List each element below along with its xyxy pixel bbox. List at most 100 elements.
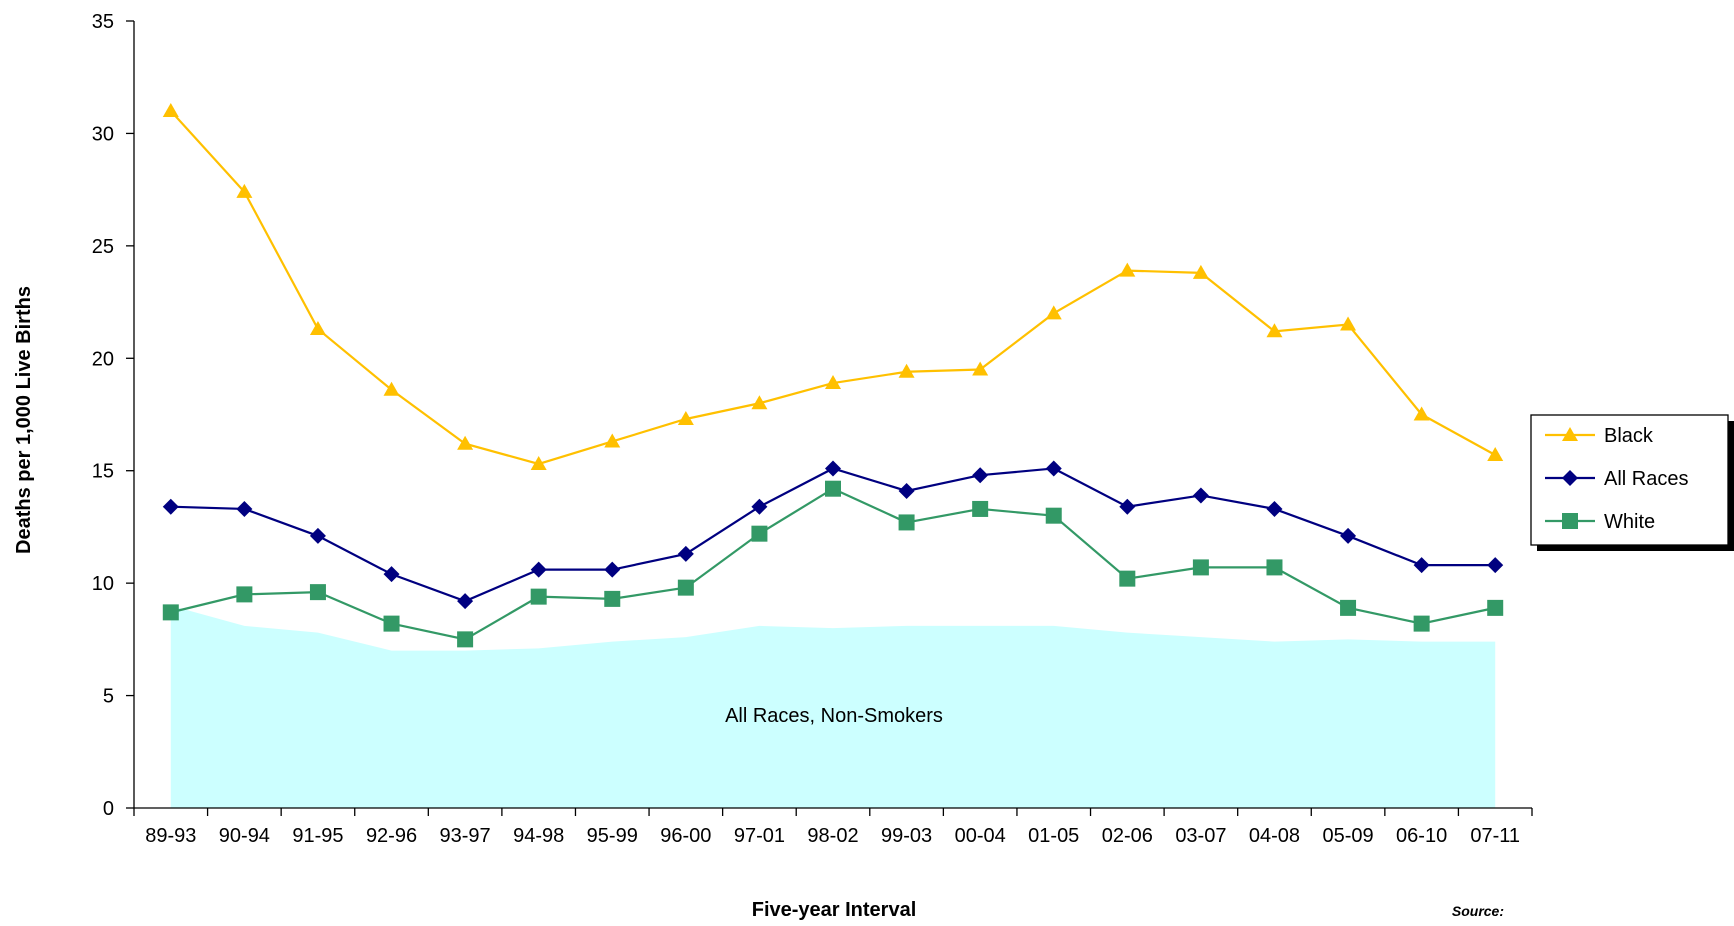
x-tick-label: 90-94: [219, 825, 270, 847]
x-tick-label: 01-05: [1028, 825, 1079, 847]
non-smokers-area: [170, 605, 1496, 808]
diamond-marker: [751, 498, 768, 515]
triangle-marker: [236, 183, 253, 198]
series-line-white: [170, 487, 1496, 641]
y-tick-label: 30: [92, 123, 114, 145]
x-tick-label: 89-93: [145, 825, 196, 847]
diamond-marker: [972, 467, 989, 484]
triangle-marker: [1487, 446, 1504, 461]
diamond-marker: [236, 500, 253, 517]
triangle-marker: [898, 363, 915, 378]
x-tick-label: 00-04: [955, 825, 1006, 847]
triangle-marker: [1045, 305, 1062, 320]
series-black: [162, 102, 1504, 470]
triangle-marker: [1562, 427, 1578, 441]
x-tick-label: 95-99: [587, 825, 638, 847]
y-tick-label: 15: [92, 461, 114, 483]
triangle-marker: [604, 433, 621, 448]
y-axis-label: Deaths per 1,000 Live Births: [13, 286, 35, 554]
x-axis-label: Five-year Interval: [752, 899, 917, 921]
legend: Black All Races White: [1530, 414, 1734, 551]
diamond-marker: [1266, 500, 1283, 517]
square-marker: [309, 584, 326, 601]
square-marker: [677, 579, 694, 596]
series-line-black: [169, 110, 1496, 466]
square-marker: [898, 514, 915, 531]
series-all-races: [162, 460, 1504, 610]
square-marker: [457, 631, 474, 648]
diamond-marker: [457, 593, 474, 610]
x-tick-label: 04-08: [1249, 825, 1300, 847]
y-tick-label: 0: [103, 798, 114, 820]
square-marker: [1562, 513, 1578, 529]
triangle-marker: [309, 321, 326, 336]
triangle-marker: [677, 410, 694, 425]
diamond-marker: [1487, 557, 1504, 574]
y-tick-label: 35: [92, 11, 114, 33]
square-marker: [383, 615, 400, 632]
triangle-marker: [825, 375, 841, 390]
y-tick-label: 10: [92, 573, 114, 595]
diamond-marker: [530, 561, 547, 578]
diamond-marker: [383, 566, 400, 583]
x-tick-label: 91-95: [292, 825, 343, 847]
square-marker: [236, 586, 253, 603]
series-layer: [162, 102, 1504, 648]
triangle-marker: [1413, 406, 1430, 421]
legend-item-white: White: [1545, 511, 1655, 533]
diamond-marker: [898, 482, 915, 499]
legend-items: Black All Races White: [1545, 425, 1688, 533]
square-marker: [972, 500, 989, 517]
diamond-marker: [162, 498, 179, 515]
square-marker: [1413, 615, 1430, 632]
diamond-marker: [309, 527, 326, 544]
x-tick-label: 03-07: [1175, 825, 1226, 847]
square-marker: [1045, 507, 1062, 524]
triangle-marker: [162, 102, 179, 117]
triangle-marker: [1340, 316, 1357, 331]
triangle-marker: [751, 395, 768, 410]
x-tick-label: 94-98: [513, 825, 564, 847]
diamond-marker: [825, 460, 841, 477]
square-marker: [162, 604, 179, 621]
x-tick-label: 97-01: [734, 825, 785, 847]
triangle-marker: [972, 361, 989, 376]
diamond-marker: [1340, 527, 1357, 544]
x-tick-label: 93-97: [440, 825, 491, 847]
diamond-marker: [1562, 470, 1578, 486]
series-white: [162, 480, 1504, 648]
y-tick-label: 5: [103, 686, 114, 708]
area-label: All Races, Non-Smokers: [725, 705, 943, 727]
y-tick-label: 25: [92, 236, 114, 258]
source-label: Source:: [1452, 903, 1504, 919]
diamond-marker: [604, 561, 621, 578]
triangle-marker: [1192, 264, 1209, 279]
x-tick-label: 06-10: [1396, 825, 1447, 847]
triangle-marker: [457, 435, 474, 450]
square-marker: [1340, 599, 1357, 616]
triangle-marker: [1119, 262, 1136, 277]
square-marker: [604, 590, 621, 607]
diamond-marker: [677, 545, 694, 562]
legend-item-black: Black: [1545, 425, 1654, 447]
y-ticks: 0 5 10 15 20 25 30 35: [92, 11, 134, 820]
diamond-marker: [1119, 498, 1136, 515]
square-marker: [1119, 570, 1136, 587]
legend-label: Black: [1604, 425, 1654, 447]
square-marker: [1487, 599, 1504, 616]
legend-item-all-races: All Races: [1545, 468, 1688, 490]
square-marker: [1192, 559, 1209, 576]
diamond-marker: [1192, 487, 1209, 504]
area-layer: [170, 605, 1496, 808]
legend-label: White: [1604, 511, 1655, 533]
triangle-marker: [1266, 323, 1283, 338]
legend-label: All Races: [1604, 468, 1688, 490]
x-tick-label: 92-96: [366, 825, 417, 847]
square-marker: [751, 525, 768, 542]
diamond-marker: [1045, 460, 1062, 477]
triangle-marker: [530, 455, 547, 470]
square-marker: [530, 588, 547, 605]
x-tick-label: 07-11: [1470, 825, 1520, 847]
square-marker: [825, 480, 841, 497]
